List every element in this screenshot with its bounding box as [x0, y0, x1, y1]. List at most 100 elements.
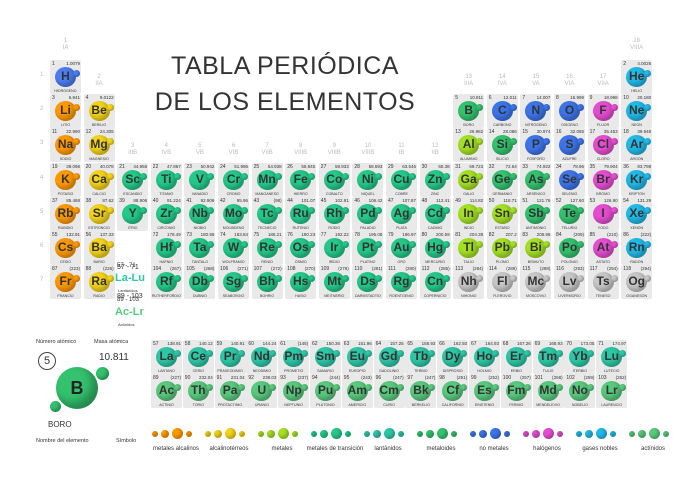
- atomic-mass: 114.82: [469, 197, 484, 203]
- orbital-ball: [409, 172, 416, 180]
- atomic-mass: 35.453: [603, 129, 618, 135]
- atomic-number: 112: [421, 266, 430, 273]
- key-atomic-mass-label: Masa atómica: [94, 339, 129, 345]
- atomic-number: 19: [52, 163, 58, 170]
- atomic-mass: 186.21: [267, 232, 282, 237]
- group-roman: IIIB: [128, 149, 138, 156]
- group-roman: VA: [532, 81, 540, 88]
- atomic-number: 46: [354, 197, 360, 204]
- page-title-line2: DE LOS ELEMENTOS: [154, 88, 416, 116]
- element-symbol: Au: [393, 240, 410, 254]
- orbital-ball: [205, 384, 213, 391]
- element-symbol: Fm: [507, 383, 526, 397]
- atomic-mass: 204.38: [469, 232, 484, 237]
- atomic-number: 49: [455, 197, 461, 204]
- atomic-mass: 174.97: [612, 341, 627, 346]
- element-symbol: W: [227, 240, 240, 254]
- atomic-mass: (272): [271, 266, 282, 272]
- atomic-mass: 238.03: [262, 375, 277, 380]
- element-ru: 44 101.07 Ru RUTENIO: [285, 196, 317, 231]
- atomic-mass: 10.811: [469, 95, 484, 101]
- atomic-number: 33: [522, 163, 528, 170]
- group-roman: VIIIB: [294, 149, 308, 156]
- element-name: SELENIO: [561, 191, 578, 196]
- element-symbol: Mg: [90, 137, 108, 152]
- atomic-number: 37: [52, 197, 58, 204]
- element-name: TELURIO: [561, 225, 578, 230]
- element-fm: 100 (257) Fm FERMIO: [500, 374, 532, 408]
- atomic-number: 51: [522, 197, 528, 204]
- element-hf: 72 178.49 Hf HAFNIO: [150, 231, 182, 265]
- element-ball: [474, 381, 495, 401]
- element-name: ESCANDIO: [123, 191, 143, 196]
- element-fe: 26 55.845 Fe HIERRO: [285, 162, 317, 197]
- orbital-ball: [428, 384, 436, 391]
- element-ball: [410, 381, 432, 401]
- group-roman: VB: [195, 149, 204, 156]
- element-symbol: Pd: [360, 205, 376, 220]
- element-ball: [88, 135, 110, 156]
- legend-ball: [267, 430, 275, 438]
- element-ta: 73 180.95 Ta TÁNTALO: [184, 231, 216, 265]
- element-po: 84 (209) Po POLONIO: [554, 231, 585, 265]
- element-symbol: Db: [191, 274, 208, 289]
- element-symbol: Lr: [605, 383, 618, 397]
- element-name: ITRIO: [127, 225, 138, 230]
- atomic-number: 88: [85, 266, 92, 273]
- element-cn: 112 (285) Cn COPERNICIO: [419, 265, 451, 300]
- orbital-ball: [106, 104, 114, 112]
- element-symbol: Co: [326, 171, 343, 186]
- element-ball: [55, 101, 76, 122]
- element-ball: [189, 238, 211, 258]
- atomic-number: 108: [287, 266, 296, 273]
- element-ball: [442, 381, 464, 401]
- element-be: 4 9.0122 Be BERILIO: [83, 94, 115, 129]
- atomic-number: 86: [623, 232, 629, 238]
- atomic-mass: 137.33: [99, 232, 114, 237]
- orbital-ball: [274, 206, 282, 214]
- element-fr: 87 (223) Fr FRANCIO: [50, 265, 81, 300]
- atomic-mass: 151.96: [358, 341, 372, 346]
- element-name: TULIO: [542, 369, 554, 373]
- element-name: CESIO: [59, 260, 72, 264]
- element-symbol: Mo: [224, 205, 243, 220]
- element-ball: [88, 238, 110, 258]
- orbital-ball: [644, 275, 652, 283]
- atomic-mass: (285): [439, 266, 450, 272]
- element-name: IRIDIO: [328, 260, 340, 264]
- group-roman: VIIIA: [630, 45, 644, 51]
- element-name: AZUFRE: [562, 157, 577, 162]
- orbital-ball: [396, 350, 404, 357]
- element-ball: [592, 203, 614, 224]
- element-name: HIERRO: [293, 191, 308, 196]
- atomic-number: 4: [85, 95, 89, 102]
- element-ball: [458, 101, 480, 122]
- orbital-ball: [241, 172, 248, 180]
- element-name: NIHONIO: [461, 294, 477, 299]
- element-y: 39 88.906 Y ITRIO: [117, 196, 149, 231]
- element-ball: [88, 101, 110, 122]
- element-ball: [223, 272, 244, 293]
- atomic-mass: (98): [273, 197, 282, 203]
- legend-ball: [504, 431, 510, 437]
- element-symbol: Cl: [597, 137, 610, 152]
- element-ds: 110 (281) Ds DARMSTADTIO: [352, 265, 384, 300]
- orbital-ball: [174, 350, 181, 357]
- element-ball: [323, 169, 345, 190]
- orbital-ball: [509, 104, 517, 112]
- orbital-ball: [73, 241, 80, 248]
- element-symbol: Fl: [496, 274, 508, 289]
- element-symbol: Ge: [494, 171, 511, 186]
- atomic-number: 66: [439, 341, 445, 347]
- element-ball: [256, 272, 278, 293]
- atomic-number: 100: [502, 375, 512, 381]
- legend-ball: [596, 428, 607, 439]
- orbital-ball: [241, 206, 248, 214]
- element-symbol: Sg: [225, 274, 242, 289]
- atomic-mass: 54.938: [267, 163, 282, 169]
- atomic-number: 82: [488, 232, 495, 238]
- element-ball: [346, 381, 368, 401]
- element-name: TERBIO: [414, 369, 428, 373]
- legend-ball: [258, 431, 264, 437]
- element-ne: 10 20.180 Ne NEÓN: [621, 94, 653, 129]
